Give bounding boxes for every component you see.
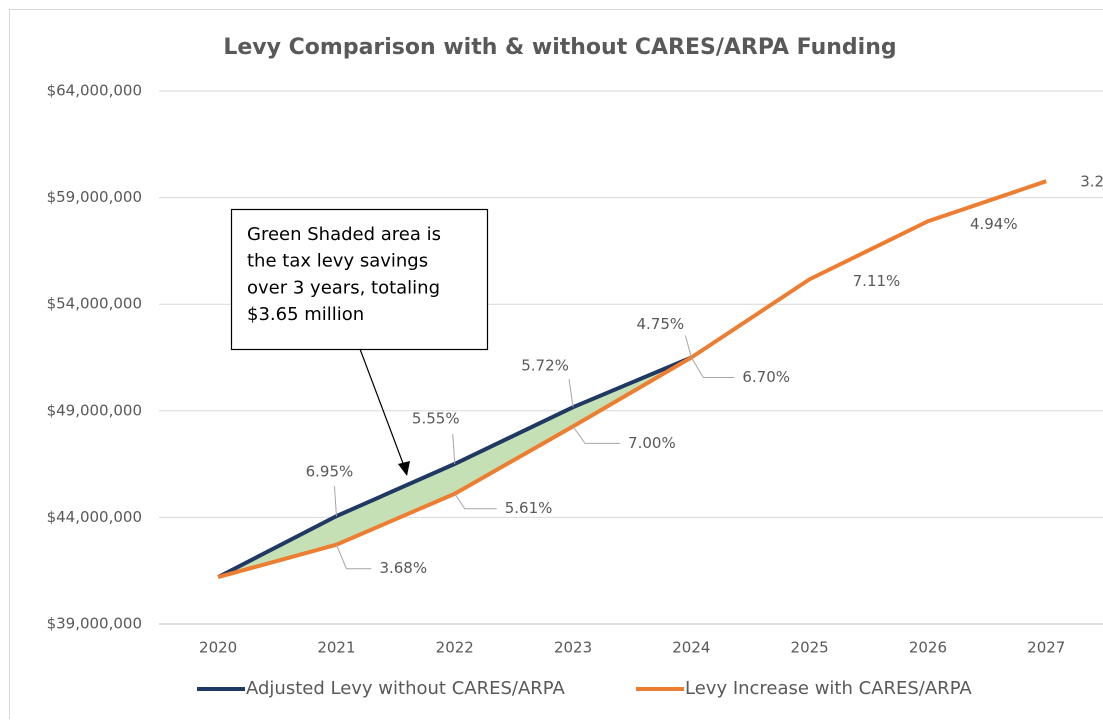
chart-title: Levy Comparison with & without CARES/ARP… xyxy=(223,35,896,60)
x-tick-label: 2025 xyxy=(791,639,829,657)
arrow-head xyxy=(398,461,410,476)
x-tick-label: 2022 xyxy=(436,639,474,657)
data-label: 5.55% xyxy=(412,409,460,427)
data-label: 4.94% xyxy=(970,215,1018,233)
label-leader xyxy=(569,379,573,407)
y-tick-label: $39,000,000 xyxy=(47,615,142,633)
data-label: 4.75% xyxy=(637,315,685,333)
data-label: 7.00% xyxy=(628,434,676,452)
data-label: 3.68% xyxy=(379,559,427,577)
label-leader xyxy=(691,358,734,378)
y-tick-label: $54,000,000 xyxy=(47,295,142,313)
label-leader xyxy=(455,494,497,509)
annotation-text: Green Shaded area is xyxy=(247,224,441,245)
annotation-text: $3.65 million xyxy=(247,304,364,325)
label-leader xyxy=(573,426,620,443)
label-leader xyxy=(334,486,336,516)
data-label: 5.72% xyxy=(521,357,569,375)
x-tick-label: 2021 xyxy=(317,639,355,657)
data-label: 6.95% xyxy=(306,463,354,481)
x-tick-label: 2023 xyxy=(554,639,592,657)
x-tick-label: 2026 xyxy=(909,639,947,657)
y-tick-label: $64,000,000 xyxy=(47,82,142,100)
label-leader xyxy=(336,545,371,569)
data-label: 5.61% xyxy=(505,499,553,517)
y-tick-label: $44,000,000 xyxy=(47,508,142,526)
legend-label: Levy Increase with CARES/ARPA xyxy=(685,678,972,699)
savings-area xyxy=(218,358,691,578)
label-leader xyxy=(685,336,691,358)
y-tick-label: $59,000,000 xyxy=(47,188,142,206)
data-label: 6.70% xyxy=(742,368,790,386)
annotation-text: the tax levy savings xyxy=(247,251,428,272)
legend-label: Adjusted Levy without CARES/ARPA xyxy=(246,678,565,699)
x-tick-label: 2020 xyxy=(199,639,237,657)
x-tick-label: 2024 xyxy=(672,639,710,657)
label-leader xyxy=(453,434,455,464)
y-tick-label: $49,000,000 xyxy=(47,401,142,419)
data-label: 3.25% xyxy=(1080,173,1103,191)
annotation-arrow xyxy=(360,349,404,466)
x-tick-label: 2027 xyxy=(1027,639,1065,657)
data-label: 7.11% xyxy=(853,272,901,290)
annotation-text: over 3 years, totaling xyxy=(247,277,440,298)
